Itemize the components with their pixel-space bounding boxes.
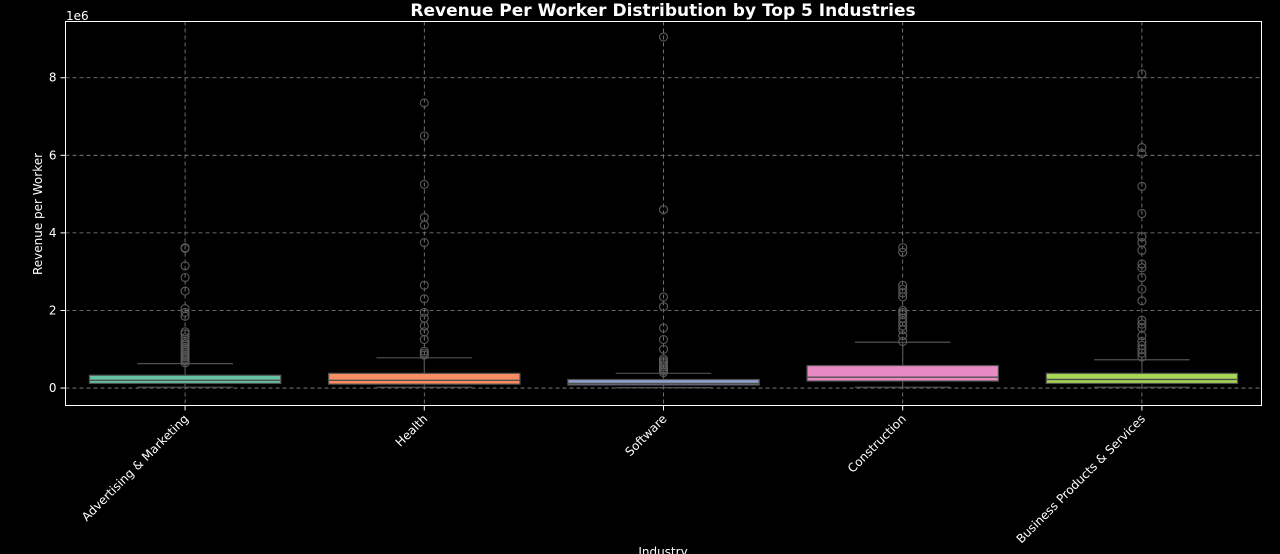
outlier-point	[419, 307, 429, 317]
outlier-point	[419, 212, 429, 222]
outlier-point	[658, 323, 669, 333]
outlier-point	[1137, 272, 1147, 283]
outlier-point	[180, 327, 190, 337]
outlier-point	[1137, 238, 1147, 248]
outlier-point	[1137, 319, 1147, 329]
outlier-point	[1137, 259, 1147, 269]
y-offset-label: 1e6	[66, 9, 89, 23]
outlier-point	[419, 327, 429, 337]
outlier-point	[419, 280, 429, 290]
iqr-box	[88, 374, 282, 384]
outlier-point	[180, 272, 190, 283]
outlier-point	[180, 243, 190, 253]
outlier-point	[180, 307, 190, 317]
outlier-point	[1137, 296, 1147, 306]
outlier-point	[1137, 315, 1147, 325]
outlier-point	[658, 335, 669, 345]
outlier-point	[658, 354, 669, 364]
y-tick-label: 0	[49, 381, 57, 395]
outlier-point	[180, 261, 190, 271]
x-axis-label: Industry	[638, 545, 687, 554]
box-series	[88, 32, 1239, 389]
box-group	[328, 98, 521, 388]
outlier-point	[658, 32, 669, 42]
iqr-box	[806, 364, 999, 382]
outlier-point	[419, 131, 429, 141]
outlier-point	[898, 331, 908, 341]
outlier-point	[1137, 208, 1147, 219]
outlier-point	[658, 292, 669, 302]
iqr-box	[567, 378, 760, 386]
outlier-point	[898, 284, 908, 294]
box-group	[88, 243, 282, 388]
outlier-point	[1137, 181, 1147, 191]
y-axis-label: Revenue per Worker	[31, 153, 45, 275]
outlier-point	[898, 305, 908, 316]
outlier-point	[419, 313, 429, 323]
outlier-point	[658, 302, 669, 312]
outlier-point	[1137, 148, 1147, 158]
y-tick-label: 4	[49, 226, 57, 240]
y-tick-label: 8	[49, 71, 57, 85]
outlier-point	[658, 344, 669, 354]
y-ticks: 0 2 4 6 8	[49, 71, 66, 395]
outlier-point	[1137, 263, 1147, 273]
outlier-point	[658, 205, 669, 215]
outlier-point	[1137, 232, 1147, 242]
chart-title: Revenue Per Worker Distribution by Top 5…	[410, 1, 915, 21]
outlier-point	[419, 238, 429, 248]
outlier-point	[419, 179, 429, 189]
outlier-point	[898, 243, 908, 253]
outlier-point	[419, 346, 429, 356]
outlier-point	[180, 303, 190, 314]
box-group	[806, 243, 999, 388]
outlier-point	[180, 286, 190, 296]
outlier-point	[419, 98, 429, 108]
y-tick-label: 2	[49, 303, 57, 317]
outlier-point	[1137, 284, 1147, 294]
iqr-box	[1045, 372, 1239, 384]
outlier-point	[1137, 143, 1147, 153]
outlier-point	[180, 333, 190, 343]
box-group	[567, 32, 760, 389]
iqr-box	[328, 372, 521, 385]
box-group	[1045, 69, 1239, 388]
outlier-point	[1137, 340, 1147, 350]
outlier-point	[898, 336, 908, 347]
outlier-point	[898, 247, 908, 257]
outlier-point	[898, 280, 908, 290]
outlier-point	[419, 294, 429, 304]
outlier-point	[1137, 336, 1147, 347]
y-tick-label: 6	[49, 148, 57, 162]
outlier-point	[1137, 69, 1147, 79]
